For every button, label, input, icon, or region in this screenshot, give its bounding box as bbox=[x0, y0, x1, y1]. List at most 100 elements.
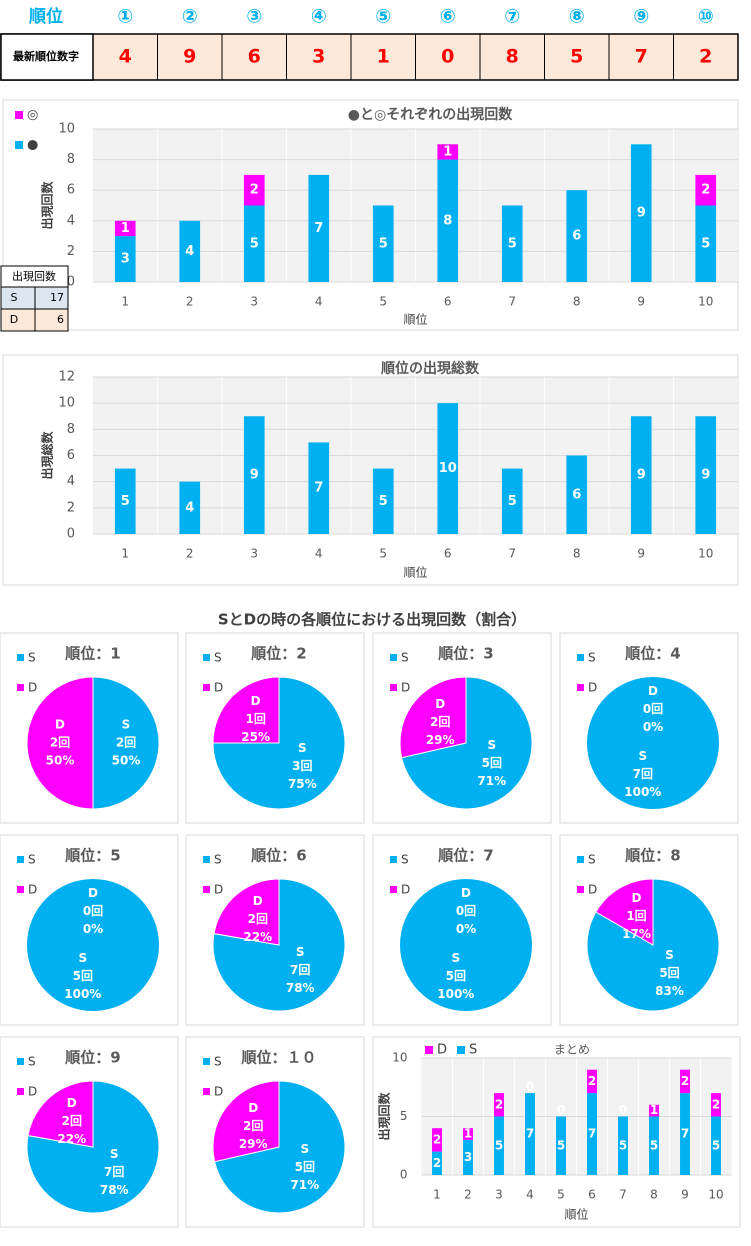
value-label: 2 bbox=[433, 1132, 441, 1146]
chart-title: 順位の出現総数 bbox=[381, 360, 480, 377]
slice-name: S bbox=[110, 1147, 119, 1161]
header-cell: ⑤ bbox=[375, 6, 391, 28]
value-label: 5 bbox=[379, 236, 388, 251]
slice-percent: 100% bbox=[624, 785, 661, 799]
slice-count: 0回 bbox=[643, 702, 663, 716]
y-tick-label: 2 bbox=[67, 244, 75, 259]
y-tick-label: 5 bbox=[400, 1109, 408, 1123]
legend-swatch bbox=[17, 684, 24, 691]
legend-label: D bbox=[437, 1043, 447, 1058]
slice-percent: 22% bbox=[243, 930, 272, 944]
legend-swatch bbox=[457, 1046, 465, 1054]
slice-name: D bbox=[67, 1096, 77, 1110]
pie-slice bbox=[27, 1080, 94, 1148]
slice-count: 5回 bbox=[295, 1160, 315, 1174]
legend-label: D bbox=[214, 681, 223, 695]
value-label: 1 bbox=[650, 1103, 658, 1117]
value-label: 9 bbox=[637, 206, 646, 221]
count-header: 出現回数 bbox=[12, 269, 56, 283]
pie-slice bbox=[400, 879, 532, 1011]
legend-swatch bbox=[390, 684, 397, 691]
y-tick-label: 12 bbox=[58, 370, 75, 385]
slice-name: D bbox=[88, 886, 98, 900]
bar bbox=[695, 416, 717, 534]
bar-segment bbox=[114, 220, 136, 237]
slice-percent: 78% bbox=[286, 981, 315, 995]
value-label: 2 bbox=[588, 1074, 596, 1088]
value-label: 5 bbox=[701, 236, 710, 251]
chart-title: まとめ bbox=[554, 1043, 590, 1057]
chart-title: 順位：7 bbox=[437, 847, 493, 865]
legend-label: S bbox=[28, 853, 36, 867]
slice-percent: 0% bbox=[643, 720, 663, 734]
slice-count: 2回 bbox=[50, 736, 70, 750]
legend-label: S bbox=[588, 651, 596, 665]
table-cell: 9 bbox=[183, 46, 196, 68]
header-cell: ⑨ bbox=[633, 6, 649, 28]
slice-count: 0回 bbox=[456, 904, 476, 918]
legend-swatch bbox=[390, 856, 397, 863]
value-label: 1 bbox=[121, 221, 130, 236]
y-axis-label: 出現総数 bbox=[40, 431, 55, 480]
legend-label: D bbox=[28, 681, 37, 695]
slice-name: D bbox=[461, 886, 471, 900]
bar-segment bbox=[432, 1128, 442, 1152]
pie-slice bbox=[212, 676, 346, 810]
slice-name: S bbox=[78, 951, 87, 965]
y-axis-label: 出現回数 bbox=[377, 1092, 392, 1141]
slice-count: 2回 bbox=[248, 912, 268, 926]
legend-label: ● bbox=[27, 138, 38, 153]
value-label: 7 bbox=[314, 481, 323, 496]
pie-slice bbox=[213, 878, 280, 946]
x-tick-label: 8 bbox=[573, 295, 581, 309]
value-label: 3 bbox=[464, 1150, 472, 1164]
bar-segment bbox=[680, 1069, 690, 1094]
legend-label: ◎ bbox=[27, 108, 38, 123]
x-tick-label: 10 bbox=[708, 1188, 723, 1202]
slice-percent: 29% bbox=[239, 1137, 268, 1151]
legend-label: D bbox=[28, 883, 37, 897]
bar-segment bbox=[437, 159, 459, 282]
count-label: D bbox=[10, 313, 18, 326]
pie-slice bbox=[214, 1080, 346, 1214]
chart-title: 順位：9 bbox=[64, 1049, 120, 1067]
slice-count: 2回 bbox=[430, 715, 450, 729]
y-axis-label: 出現回数 bbox=[40, 181, 55, 230]
value-label: 9 bbox=[250, 468, 259, 483]
legend-label: S bbox=[469, 1043, 477, 1058]
slice-count: 0回 bbox=[83, 904, 103, 918]
bar bbox=[179, 481, 201, 534]
chart-title: 順位：3 bbox=[437, 645, 493, 663]
slice-count: 2回 bbox=[62, 1114, 82, 1128]
slice-count: 5回 bbox=[659, 966, 679, 980]
bar-segment bbox=[243, 174, 265, 206]
legend-swatch bbox=[577, 856, 584, 863]
x-tick-label: 3 bbox=[495, 1188, 503, 1202]
bar-segment bbox=[494, 1093, 504, 1117]
bar-segment bbox=[179, 220, 201, 282]
bar bbox=[114, 468, 136, 534]
bar bbox=[308, 442, 330, 534]
header-cell: ⑥ bbox=[440, 6, 456, 28]
x-tick-label: 6 bbox=[588, 1188, 596, 1202]
legend-label: S bbox=[28, 1055, 36, 1069]
y-tick-label: 4 bbox=[67, 213, 75, 228]
slice-name: D bbox=[248, 1101, 258, 1115]
legend-label: S bbox=[401, 853, 409, 867]
legend-label: D bbox=[28, 1085, 37, 1099]
x-tick-label: 6 bbox=[444, 547, 452, 561]
pie-slice bbox=[587, 677, 719, 809]
value-label: 4 bbox=[185, 500, 194, 515]
slice-name: D bbox=[648, 684, 658, 698]
slice-percent: 0% bbox=[456, 922, 476, 936]
value-label: 0 bbox=[619, 1103, 627, 1117]
legend-label: D bbox=[401, 883, 410, 897]
y-tick-label: 6 bbox=[67, 448, 75, 463]
value-label: 2 bbox=[681, 1074, 689, 1088]
legend-label: D bbox=[401, 681, 410, 695]
value-label: 2 bbox=[712, 1097, 720, 1111]
y-tick-label: 10 bbox=[392, 1051, 407, 1065]
y-tick-label: 0 bbox=[400, 1168, 408, 1182]
legend-swatch bbox=[577, 886, 584, 893]
legend-label: D bbox=[214, 1085, 223, 1099]
